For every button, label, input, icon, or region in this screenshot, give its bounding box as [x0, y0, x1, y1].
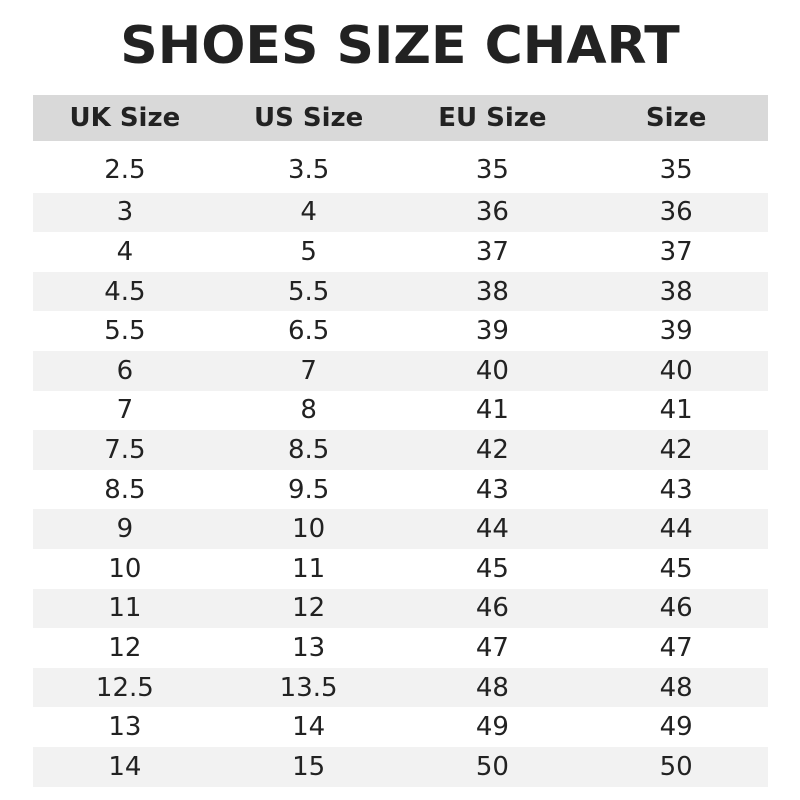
table-cell: 6.5: [287, 316, 330, 347]
table-cell: 39: [659, 316, 693, 347]
table-cell: 8.5: [104, 474, 146, 505]
table-row: 4.5 5.5 38 38: [33, 271, 768, 312]
table-cell: 46: [584, 588, 768, 629]
table-cell: 5: [300, 236, 317, 267]
table-cell: 36: [400, 192, 585, 233]
table-cell: 11: [292, 553, 326, 584]
title: SHOES SIZE CHART: [120, 16, 680, 76]
table-cell: 6: [33, 350, 217, 391]
table-row: 5.5 6.5 39 39: [33, 311, 768, 351]
table-cell: 40: [400, 350, 585, 391]
table-row: 11 12 46 46: [33, 588, 768, 629]
table-row: 2.5 3.5 35 35: [33, 141, 768, 193]
table-row: 8.5 9.5 43 43: [33, 470, 768, 510]
table-cell: 3.5: [287, 154, 330, 185]
table-row: 10 11 45 45: [33, 549, 768, 589]
table-body: 2.5 3.5 35 35 3 4 36 36 4 5 37 37 4.5 5.5 38 38 5.5 6.5 39…: [33, 141, 768, 787]
table-row: 4 5 37 37: [33, 232, 768, 272]
table-cell: 4: [216, 192, 401, 233]
table-cell: 15: [216, 746, 401, 787]
table-cell: 14: [292, 712, 326, 743]
table-cell: 8: [300, 395, 317, 426]
table-cell: 12: [108, 632, 142, 663]
table-cell: 38: [400, 271, 585, 312]
table-cell: 43: [475, 474, 509, 505]
header-row: UK Size US Size EU Size Size: [33, 95, 768, 141]
table-cell: 48: [400, 667, 585, 708]
table-cell: 45: [659, 553, 693, 584]
table-cell: 48: [584, 667, 768, 708]
table-cell: 11: [33, 588, 217, 629]
table-cell: 13.5: [216, 667, 401, 708]
table-cell: 14: [33, 746, 217, 787]
table-cell: 50: [400, 746, 585, 787]
table-cell: 46: [400, 588, 585, 629]
table-cell: 9.5: [287, 474, 330, 505]
table-row: 9 10 44 44: [33, 509, 768, 549]
size-table: UK Size US Size EU Size Size 2.5 3.5 35 35 3 4 36…: [33, 95, 768, 787]
table-cell: 35: [475, 154, 509, 185]
table-row: 13 14 49 49: [33, 707, 768, 747]
header-cell: Size: [584, 95, 768, 141]
table-cell: 9: [33, 509, 217, 549]
table-cell: 44: [584, 509, 768, 549]
table-cell: 5.5: [216, 271, 401, 312]
table-row: 7 8 41 41: [33, 391, 768, 431]
header-cell: EU Size: [400, 95, 585, 141]
table-cell: 41: [475, 395, 509, 426]
table-cell: 50: [584, 746, 768, 787]
table-cell: 8.5: [216, 430, 401, 470]
table-cell: 42: [584, 430, 768, 470]
table-cell: 7: [116, 395, 134, 426]
table-cell: 4.5: [33, 271, 217, 312]
table-cell: 7.5: [33, 430, 217, 470]
table-cell: 12: [216, 588, 401, 629]
table-cell: 40: [584, 350, 768, 391]
table-cell: 47: [475, 632, 509, 663]
table-cell: 49: [475, 712, 509, 743]
table-cell: 10: [216, 509, 401, 549]
table-cell: 39: [475, 316, 509, 347]
table-cell: 37: [659, 236, 693, 267]
header-cell: US Size: [216, 95, 401, 141]
table-cell: 13: [292, 632, 326, 663]
table-cell: 42: [400, 430, 585, 470]
table-row: 7.5 8.5 42 42: [33, 430, 768, 470]
table-row: 14 15 50 50: [33, 746, 768, 787]
header-cell: UK Size: [33, 95, 217, 141]
table-row: 3 4 36 36: [33, 192, 768, 233]
table-cell: 49: [659, 712, 693, 743]
table-cell: 41: [659, 395, 693, 426]
table-cell: 2.5: [104, 154, 146, 185]
table-cell: 13: [108, 712, 142, 743]
table-cell: 7: [216, 350, 401, 391]
table-cell: 36: [584, 192, 768, 233]
table-cell: 43: [659, 474, 693, 505]
table-row: 6 7 40 40: [33, 350, 768, 391]
table-row: 12 13 47 47: [33, 628, 768, 668]
table-cell: 12.5: [33, 667, 217, 708]
table-row: 12.5 13.5 48 48: [33, 667, 768, 708]
table-cell: 4: [116, 236, 134, 267]
table-cell: 10: [108, 553, 142, 584]
table-header: UK Size US Size EU Size Size: [33, 95, 768, 141]
table-cell: 38: [584, 271, 768, 312]
table-cell: 3: [33, 192, 217, 233]
table-cell: 47: [659, 632, 693, 663]
table-cell: 35: [659, 154, 693, 185]
table-cell: 45: [475, 553, 509, 584]
table-cell: 5.5: [104, 316, 146, 347]
table-cell: 44: [400, 509, 585, 549]
table-cell: 37: [475, 236, 509, 267]
